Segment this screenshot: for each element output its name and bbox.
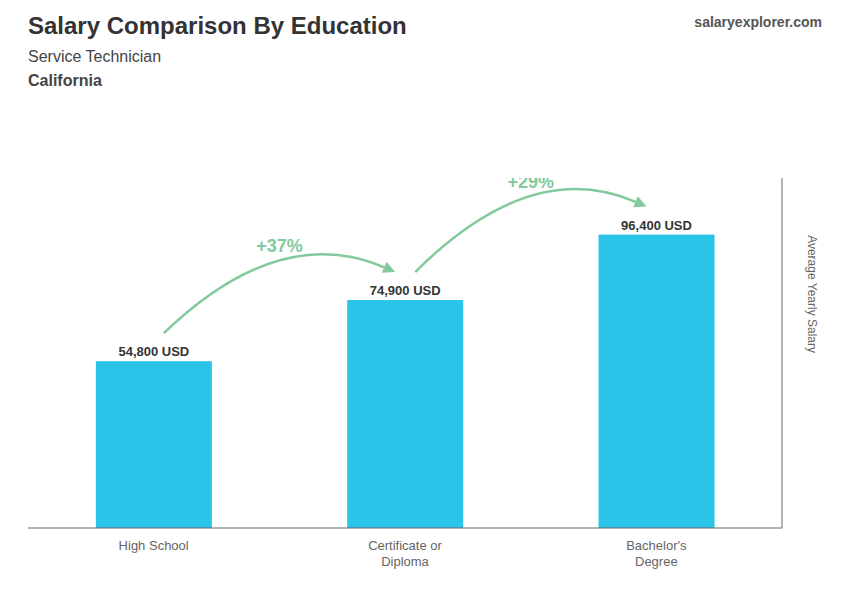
svg-text:54,800 USD: 54,800 USD (118, 344, 189, 359)
html-text:California: California (28, 72, 102, 89)
html-text:salaryexplorer.com: salaryexplorer.com (694, 14, 822, 30)
svg-text:Average Yearly Salary: Average Yearly Salary (805, 235, 819, 353)
svg-text:Bachelor'sDegree: Bachelor'sDegree (626, 538, 687, 569)
svg-text:High School: High School (119, 538, 189, 553)
svg-text:Certificate orDiploma: Certificate orDiploma (368, 538, 442, 569)
html-text:Service Technician: Service Technician (28, 48, 162, 65)
svg-text:96,400 USD: 96,400 USD (621, 218, 692, 233)
svg-text:+37%: +37% (256, 236, 303, 256)
html-text:Salary Comparison By Education: Salary Comparison By Education (28, 12, 407, 39)
svg-text:+29%: +29% (508, 178, 555, 192)
svg-text:74,900 USD: 74,900 USD (370, 283, 441, 298)
